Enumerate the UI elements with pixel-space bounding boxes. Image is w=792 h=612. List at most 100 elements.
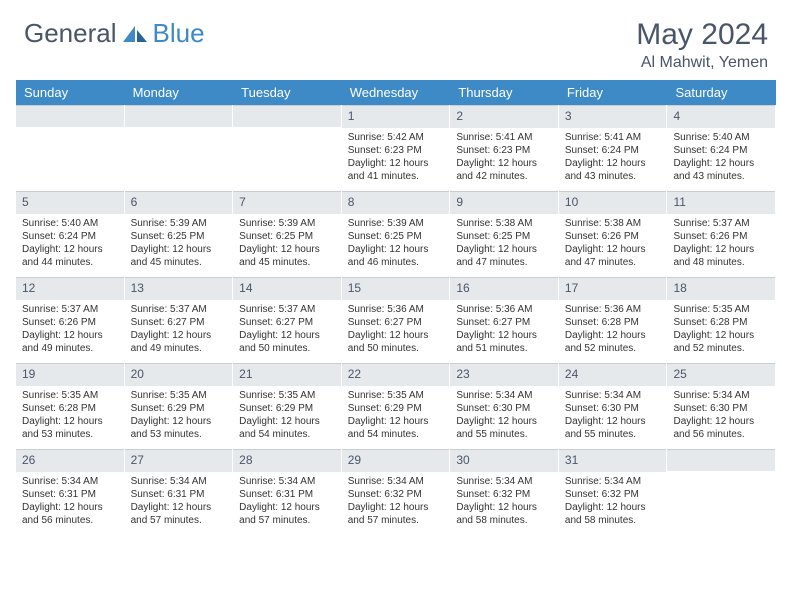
sunrise-line: Sunrise: 5:35 AM — [131, 389, 227, 402]
calendar-cell: 7Sunrise: 5:39 AMSunset: 6:25 PMDaylight… — [233, 191, 342, 277]
daylight-line: Daylight: 12 hours and 50 minutes. — [348, 329, 444, 355]
cell-body: Sunrise: 5:39 AMSunset: 6:25 PMDaylight:… — [125, 214, 233, 275]
day-number: 15 — [342, 277, 450, 300]
day-number — [233, 105, 341, 127]
day-number: 11 — [667, 191, 775, 214]
daylight-line: Daylight: 12 hours and 47 minutes. — [565, 243, 661, 269]
cell-body: Sunrise: 5:38 AMSunset: 6:25 PMDaylight:… — [450, 214, 558, 275]
daylight-line: Daylight: 12 hours and 48 minutes. — [673, 243, 769, 269]
cell-body: Sunrise: 5:36 AMSunset: 6:27 PMDaylight:… — [342, 300, 450, 361]
sunset-line: Sunset: 6:28 PM — [673, 316, 769, 329]
cell-body: Sunrise: 5:34 AMSunset: 6:31 PMDaylight:… — [233, 472, 341, 533]
week-row: 12Sunrise: 5:37 AMSunset: 6:26 PMDayligh… — [16, 277, 776, 363]
daylight-line: Daylight: 12 hours and 57 minutes. — [131, 501, 227, 527]
calendar-cell: 21Sunrise: 5:35 AMSunset: 6:29 PMDayligh… — [233, 363, 342, 449]
cell-body: Sunrise: 5:37 AMSunset: 6:26 PMDaylight:… — [16, 300, 124, 361]
calendar-cell: 23Sunrise: 5:34 AMSunset: 6:30 PMDayligh… — [450, 363, 559, 449]
daylight-line: Daylight: 12 hours and 55 minutes. — [456, 415, 552, 441]
sunset-line: Sunset: 6:26 PM — [673, 230, 769, 243]
sunset-line: Sunset: 6:24 PM — [565, 144, 661, 157]
daylight-line: Daylight: 12 hours and 45 minutes. — [239, 243, 335, 269]
daylight-line: Daylight: 12 hours and 55 minutes. — [565, 415, 661, 441]
cell-body: Sunrise: 5:41 AMSunset: 6:23 PMDaylight:… — [450, 128, 558, 189]
cell-body: Sunrise: 5:35 AMSunset: 6:29 PMDaylight:… — [125, 386, 233, 447]
daylight-line: Daylight: 12 hours and 49 minutes. — [22, 329, 118, 355]
sunset-line: Sunset: 6:24 PM — [673, 144, 769, 157]
calendar-cell: 9Sunrise: 5:38 AMSunset: 6:25 PMDaylight… — [450, 191, 559, 277]
sunrise-line: Sunrise: 5:39 AM — [131, 217, 227, 230]
sunset-line: Sunset: 6:28 PM — [22, 402, 118, 415]
day-number: 6 — [125, 191, 233, 214]
sunrise-line: Sunrise: 5:34 AM — [456, 475, 552, 488]
calendar-cell: 22Sunrise: 5:35 AMSunset: 6:29 PMDayligh… — [342, 363, 451, 449]
sunrise-line: Sunrise: 5:41 AM — [456, 131, 552, 144]
sunrise-line: Sunrise: 5:34 AM — [565, 389, 661, 402]
daylight-line: Daylight: 12 hours and 51 minutes. — [456, 329, 552, 355]
day-number: 18 — [667, 277, 775, 300]
day-header: Sunday — [16, 80, 125, 105]
calendar-cell-empty — [233, 105, 342, 191]
daylight-line: Daylight: 12 hours and 43 minutes. — [673, 157, 769, 183]
day-number: 22 — [342, 363, 450, 386]
day-number: 2 — [450, 105, 558, 128]
sunset-line: Sunset: 6:25 PM — [348, 230, 444, 243]
calendar-cell-empty — [16, 105, 125, 191]
sunset-line: Sunset: 6:25 PM — [239, 230, 335, 243]
day-number: 21 — [233, 363, 341, 386]
day-number: 9 — [450, 191, 558, 214]
cell-body — [16, 127, 124, 187]
weeks-container: 1Sunrise: 5:42 AMSunset: 6:23 PMDaylight… — [16, 105, 776, 535]
sunrise-line: Sunrise: 5:35 AM — [22, 389, 118, 402]
daylight-line: Daylight: 12 hours and 50 minutes. — [239, 329, 335, 355]
cell-body: Sunrise: 5:35 AMSunset: 6:28 PMDaylight:… — [16, 386, 124, 447]
cell-body: Sunrise: 5:34 AMSunset: 6:31 PMDaylight:… — [125, 472, 233, 533]
cell-body: Sunrise: 5:34 AMSunset: 6:31 PMDaylight:… — [16, 472, 124, 533]
cell-body: Sunrise: 5:39 AMSunset: 6:25 PMDaylight:… — [233, 214, 341, 275]
cell-body — [233, 127, 341, 187]
daylight-line: Daylight: 12 hours and 57 minutes. — [348, 501, 444, 527]
cell-body: Sunrise: 5:35 AMSunset: 6:28 PMDaylight:… — [667, 300, 775, 361]
sunset-line: Sunset: 6:27 PM — [131, 316, 227, 329]
calendar-cell: 24Sunrise: 5:34 AMSunset: 6:30 PMDayligh… — [559, 363, 668, 449]
calendar-cell: 17Sunrise: 5:36 AMSunset: 6:28 PMDayligh… — [559, 277, 668, 363]
calendar-cell: 8Sunrise: 5:39 AMSunset: 6:25 PMDaylight… — [342, 191, 451, 277]
week-row: 1Sunrise: 5:42 AMSunset: 6:23 PMDaylight… — [16, 105, 776, 191]
calendar-cell: 25Sunrise: 5:34 AMSunset: 6:30 PMDayligh… — [667, 363, 776, 449]
sunrise-line: Sunrise: 5:41 AM — [565, 131, 661, 144]
sunset-line: Sunset: 6:25 PM — [456, 230, 552, 243]
cell-body: Sunrise: 5:40 AMSunset: 6:24 PMDaylight:… — [16, 214, 124, 275]
calendar-cell: 5Sunrise: 5:40 AMSunset: 6:24 PMDaylight… — [16, 191, 125, 277]
week-row: 26Sunrise: 5:34 AMSunset: 6:31 PMDayligh… — [16, 449, 776, 535]
sunrise-line: Sunrise: 5:34 AM — [22, 475, 118, 488]
day-number: 4 — [667, 105, 775, 128]
daylight-line: Daylight: 12 hours and 49 minutes. — [131, 329, 227, 355]
sunrise-line: Sunrise: 5:34 AM — [131, 475, 227, 488]
sunrise-line: Sunrise: 5:36 AM — [456, 303, 552, 316]
calendar-cell: 19Sunrise: 5:35 AMSunset: 6:28 PMDayligh… — [16, 363, 125, 449]
day-header: Monday — [125, 80, 234, 105]
calendar-grid: SundayMondayTuesdayWednesdayThursdayFrid… — [0, 80, 792, 535]
sunset-line: Sunset: 6:32 PM — [456, 488, 552, 501]
sunset-line: Sunset: 6:31 PM — [239, 488, 335, 501]
sunset-line: Sunset: 6:28 PM — [565, 316, 661, 329]
calendar-cell: 30Sunrise: 5:34 AMSunset: 6:32 PMDayligh… — [450, 449, 559, 535]
sunset-line: Sunset: 6:29 PM — [348, 402, 444, 415]
cell-body: Sunrise: 5:39 AMSunset: 6:25 PMDaylight:… — [342, 214, 450, 275]
sunset-line: Sunset: 6:23 PM — [456, 144, 552, 157]
day-number: 30 — [450, 449, 558, 472]
brand-text-1: General — [24, 18, 117, 49]
cell-body — [667, 471, 775, 531]
day-number: 19 — [16, 363, 124, 386]
calendar-cell: 28Sunrise: 5:34 AMSunset: 6:31 PMDayligh… — [233, 449, 342, 535]
day-number: 8 — [342, 191, 450, 214]
day-number: 27 — [125, 449, 233, 472]
daylight-line: Daylight: 12 hours and 41 minutes. — [348, 157, 444, 183]
day-number — [16, 105, 124, 127]
sunrise-line: Sunrise: 5:36 AM — [348, 303, 444, 316]
calendar-cell: 10Sunrise: 5:38 AMSunset: 6:26 PMDayligh… — [559, 191, 668, 277]
sunset-line: Sunset: 6:30 PM — [456, 402, 552, 415]
sunset-line: Sunset: 6:23 PM — [348, 144, 444, 157]
calendar-cell: 11Sunrise: 5:37 AMSunset: 6:26 PMDayligh… — [667, 191, 776, 277]
calendar-cell: 13Sunrise: 5:37 AMSunset: 6:27 PMDayligh… — [125, 277, 234, 363]
day-number: 31 — [559, 449, 667, 472]
